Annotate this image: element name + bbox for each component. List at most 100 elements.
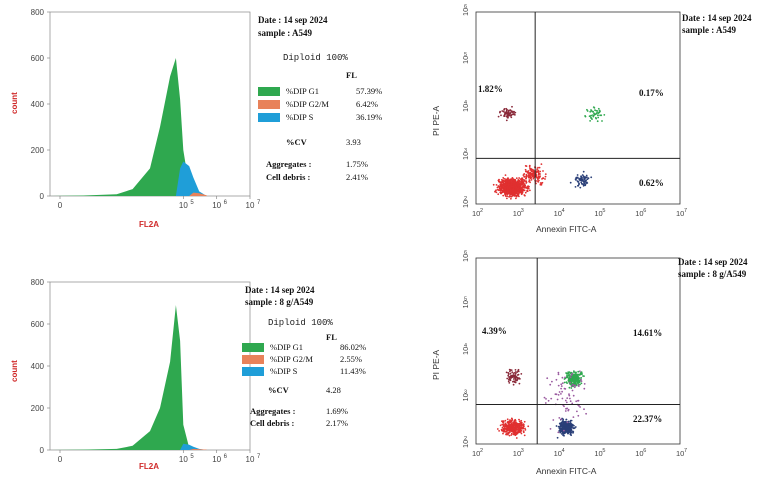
fl-label: FL [326,332,337,342]
event-dot [593,113,596,116]
event-dot [591,118,593,120]
x-tick-label: 10 [554,449,562,458]
event-dot [580,179,583,181]
event-dot [506,193,509,196]
event-dot [515,437,518,439]
event-dot [511,195,513,198]
event-dot [517,179,520,182]
x-tick-exponent: 6 [643,208,646,214]
event-dot [508,376,510,378]
event-dot [509,185,512,187]
event-dot [504,112,506,114]
event-dot [501,423,504,426]
event-dot [509,370,511,373]
event-dot [510,423,512,425]
event-dot [538,166,541,169]
event-dot [557,431,560,434]
event-dot [498,180,500,183]
event-dot [511,428,514,431]
event-dot [504,174,507,177]
hist-area-dips [50,161,207,196]
event-dot [504,185,507,188]
y-tick-label: 400 [31,362,45,371]
cv-label: %CV [268,385,289,395]
event-dot [525,173,528,176]
event-dot [511,419,514,421]
x-tick-exponent: 5 [190,200,194,206]
x-tick-exponent: 6 [224,454,228,460]
x-tick-exponent: 4 [562,208,565,214]
event-dot [524,429,527,431]
quadrant-lower-right-pct: 22.37% [633,414,663,424]
y-tick-exponent: 4 [464,343,467,349]
event-dot [506,430,509,432]
y-tick-label: 10 [461,440,470,448]
event-dot [501,110,504,112]
event-dot [564,376,566,379]
event-dot [590,114,593,117]
event-dot [500,114,502,117]
event-dot [557,425,560,428]
x-tick-label: 10 [472,449,480,458]
event-dot [596,112,599,114]
event-dot [504,419,507,422]
x-tick-exponent: 5 [190,454,194,460]
event-dot [594,116,597,119]
event-dot [571,375,574,378]
event-dot [528,180,530,183]
event-dot [560,385,563,387]
event-dot [505,107,508,110]
event-dot [574,384,577,387]
event-dot [510,197,512,200]
event-dot [589,120,591,122]
swatch-s [258,113,280,122]
event-dot [530,170,533,173]
event-dot [565,421,567,423]
event-dot [577,184,579,187]
event-dot [586,182,589,184]
event-dot [515,379,517,382]
event-dot [583,177,586,180]
x-tick-exponent: 6 [224,200,228,206]
event-dot [575,400,578,403]
event-dot [518,183,520,186]
event-dot [523,186,525,189]
event-dot [517,193,520,196]
event-dot [515,426,518,429]
event-dot [559,422,561,425]
event-dot [557,394,560,396]
event-dot [505,110,508,113]
quadrant-upper-left-pct: 1.82% [478,84,503,94]
event-dot [603,114,606,116]
event-dot [497,193,500,196]
x-tick-label: 0 [58,201,63,210]
legend-value: 36.19% [356,112,383,122]
event-dot [569,431,572,433]
x-tick-label: 10 [594,449,602,458]
event-dot [524,168,527,171]
event-dot [590,109,592,111]
event-dot [494,190,497,193]
event-dot [532,170,535,173]
x-axis-label: Annexin FITC-A [536,466,597,476]
event-dot [511,371,514,374]
event-dot [521,186,524,189]
event-dot [582,170,585,173]
event-dot [517,187,519,190]
event-dot [514,190,517,193]
event-dot [527,176,530,179]
event-dot [563,429,565,432]
event-dot [550,397,553,400]
event-dot [592,114,594,116]
event-dot [515,197,517,200]
event-dot [571,389,574,392]
event-dot [578,178,581,181]
legend-value: 57.39% [356,86,383,96]
swatch-g2m [258,100,280,109]
x-tick-label: 10 [635,209,643,218]
header-sample: sample : 8 g/A549 [678,269,747,279]
event-dot [492,183,495,186]
event-dot [513,420,516,422]
event-dot [506,421,509,423]
x-tick-label: 10 [676,209,684,218]
